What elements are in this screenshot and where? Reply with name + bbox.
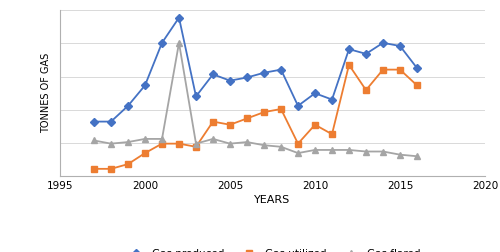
Gas utilized — [227, 123, 233, 126]
Gas utilized — [414, 84, 420, 87]
Gas produced — [142, 84, 148, 87]
Gas produced — [210, 73, 216, 76]
Gas produced — [329, 98, 335, 101]
Gas utilized — [346, 63, 352, 66]
Gas utilized — [125, 163, 131, 166]
Gas utilized — [329, 133, 335, 136]
Gas flared — [125, 141, 131, 144]
Gas flared — [244, 141, 250, 144]
Gas utilized — [210, 120, 216, 123]
Gas flared — [295, 151, 301, 154]
Gas produced — [244, 76, 250, 79]
Gas produced — [108, 120, 114, 123]
Gas utilized — [363, 88, 369, 91]
Gas produced — [159, 41, 165, 44]
Gas utilized — [142, 151, 148, 154]
Line: Gas flared: Gas flared — [91, 40, 420, 159]
Gas flared — [159, 137, 165, 140]
Gas produced — [278, 68, 284, 71]
Gas utilized — [261, 111, 267, 114]
Gas produced — [176, 16, 182, 19]
Gas utilized — [278, 107, 284, 110]
Gas flared — [193, 142, 199, 145]
Gas flared — [91, 139, 97, 142]
Gas produced — [414, 67, 420, 70]
Line: Gas produced: Gas produced — [91, 15, 420, 124]
Gas produced — [380, 41, 386, 44]
Gas produced — [261, 71, 267, 74]
Legend: Gas produced, Gas utilized, Gas flared: Gas produced, Gas utilized, Gas flared — [120, 245, 425, 252]
Gas utilized — [312, 123, 318, 126]
Gas flared — [108, 142, 114, 145]
Gas utilized — [176, 142, 182, 145]
Gas flared — [142, 137, 148, 140]
Gas flared — [312, 148, 318, 151]
Gas produced — [346, 48, 352, 51]
Gas produced — [125, 104, 131, 107]
Gas produced — [312, 92, 318, 95]
Gas utilized — [397, 68, 403, 71]
Gas utilized — [91, 167, 97, 170]
Gas utilized — [159, 142, 165, 145]
Y-axis label: TONNES OF GAS: TONNES OF GAS — [41, 53, 51, 133]
X-axis label: YEARS: YEARS — [254, 196, 290, 205]
Gas flared — [380, 150, 386, 153]
Gas produced — [227, 79, 233, 82]
Gas utilized — [244, 117, 250, 120]
Gas utilized — [193, 145, 199, 148]
Gas flared — [397, 153, 403, 156]
Gas produced — [193, 95, 199, 98]
Gas flared — [363, 150, 369, 153]
Gas utilized — [108, 167, 114, 170]
Gas produced — [363, 52, 369, 55]
Gas produced — [91, 120, 97, 123]
Gas flared — [278, 145, 284, 148]
Gas produced — [397, 44, 403, 47]
Gas utilized — [295, 142, 301, 145]
Gas utilized — [380, 68, 386, 71]
Gas flared — [176, 41, 182, 44]
Gas produced — [295, 104, 301, 107]
Gas flared — [346, 148, 352, 151]
Gas flared — [261, 144, 267, 147]
Line: Gas utilized: Gas utilized — [91, 62, 420, 172]
Gas flared — [414, 155, 420, 158]
Gas flared — [329, 148, 335, 151]
Gas flared — [227, 142, 233, 145]
Gas flared — [210, 137, 216, 140]
